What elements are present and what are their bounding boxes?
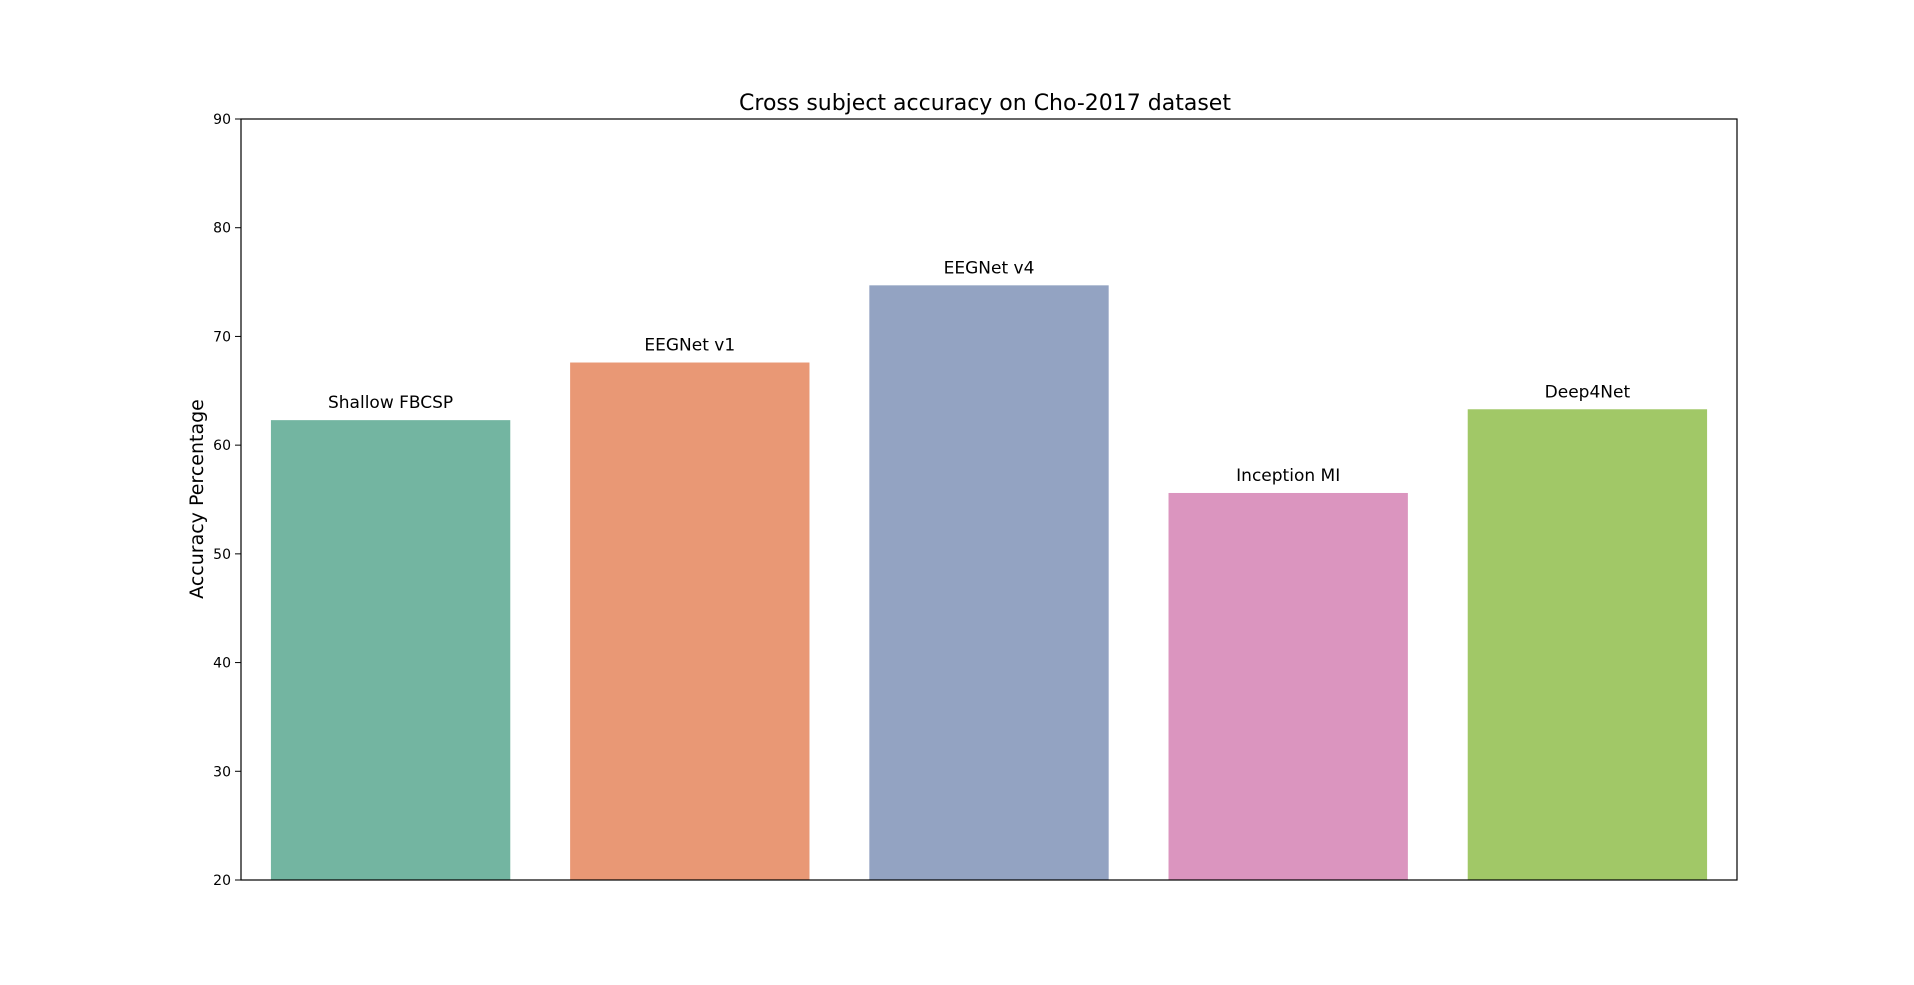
plot-frame [240,118,1738,881]
chart-title: Cross subject accuracy on Cho-2017 datas… [739,91,1231,116]
bar-label-2: EEGNet v4 [944,258,1035,278]
bar-4 [1467,409,1708,880]
y-axis-label: Accuracy Percentage [186,399,208,599]
y-tick-label-0: 20 [213,873,231,889]
bars-group [270,285,1708,880]
y-tick-label-2: 40 [213,656,231,672]
y-tick-label-4: 60 [213,438,231,454]
y-tick-label-1: 30 [213,764,231,780]
y-tick-label-5: 70 [213,329,231,345]
y-axis-ticks: 20 30 40 50 60 70 80 90 [213,112,241,889]
bar-2 [869,285,1109,880]
bar-label-4: Deep4Net [1545,382,1631,402]
bar-label-1: EEGNet v1 [644,336,735,356]
bar-3 [1168,492,1408,880]
y-tick-label-6: 80 [213,221,231,237]
y-tick-label-7: 90 [213,112,231,128]
bar-labels-group: Shallow FBCSP EEGNet v1 EEGNet v4 Inception… [328,258,1630,486]
bar-1 [570,362,810,880]
bar-label-3: Inception MI [1236,466,1340,486]
y-tick-label-3: 50 [213,547,231,563]
bar-0 [270,420,511,880]
bar-label-0: Shallow FBCSP [328,393,453,413]
